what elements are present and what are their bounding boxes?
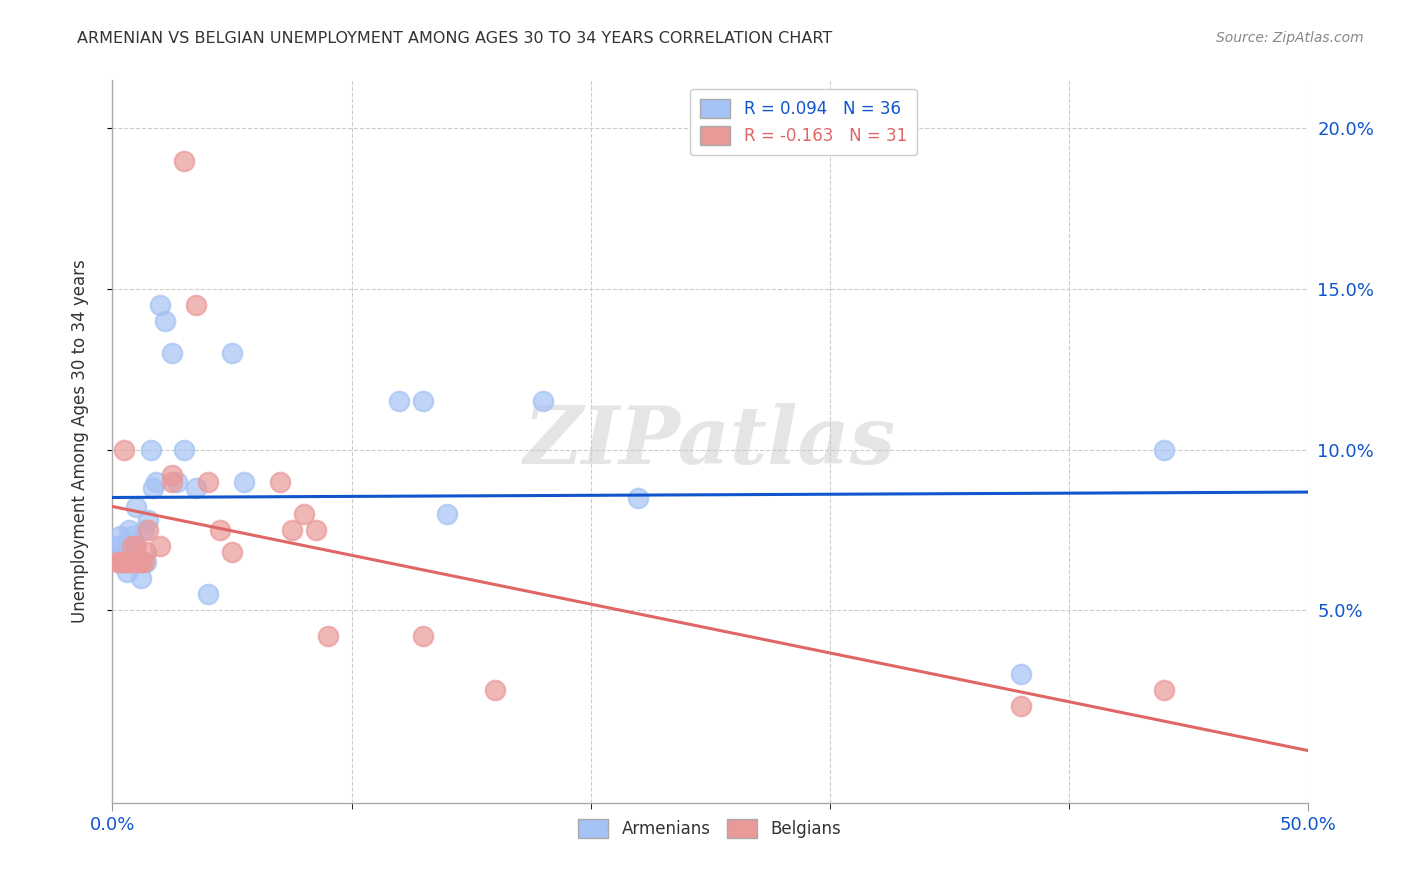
- Point: [412, 629, 434, 643]
- Point: [186, 298, 208, 312]
- Point: [125, 500, 148, 515]
- Point: [111, 539, 134, 553]
- Text: Source: ZipAtlas.com: Source: ZipAtlas.com: [1216, 31, 1364, 45]
- Point: [135, 545, 157, 559]
- Point: [108, 529, 131, 543]
- Point: [118, 523, 141, 537]
- Point: [1010, 699, 1032, 714]
- Point: [132, 555, 155, 569]
- Point: [139, 442, 162, 457]
- Point: [118, 555, 141, 569]
- Point: [233, 475, 256, 489]
- Point: [145, 475, 167, 489]
- Point: [173, 442, 195, 457]
- Point: [108, 555, 131, 569]
- Point: [111, 555, 134, 569]
- Point: [209, 523, 232, 537]
- Point: [135, 555, 157, 569]
- Point: [105, 539, 128, 553]
- Point: [128, 555, 150, 569]
- Point: [221, 545, 243, 559]
- Point: [114, 545, 135, 559]
- Point: [121, 529, 143, 543]
- Point: [388, 394, 411, 409]
- Point: [129, 555, 152, 569]
- Point: [115, 565, 138, 579]
- Point: [111, 555, 134, 569]
- Point: [118, 545, 141, 559]
- Point: [122, 555, 145, 569]
- Point: [162, 475, 183, 489]
- Point: [142, 481, 165, 495]
- Point: [138, 523, 160, 537]
- Point: [162, 346, 183, 360]
- Point: [138, 513, 160, 527]
- Point: [153, 314, 176, 328]
- Point: [128, 555, 150, 569]
- Point: [197, 475, 219, 489]
- Point: [129, 571, 152, 585]
- Point: [149, 298, 172, 312]
- Point: [281, 523, 304, 537]
- Point: [186, 481, 208, 495]
- Point: [305, 523, 328, 537]
- Point: [627, 491, 650, 505]
- Point: [436, 507, 458, 521]
- Text: ZIPatlas: ZIPatlas: [524, 403, 896, 480]
- Point: [115, 555, 138, 569]
- Point: [122, 539, 145, 553]
- Point: [316, 629, 339, 643]
- Point: [121, 539, 143, 553]
- Point: [132, 523, 155, 537]
- Point: [162, 468, 183, 483]
- Point: [197, 587, 219, 601]
- Point: [1010, 667, 1032, 681]
- Point: [115, 555, 138, 569]
- Point: [269, 475, 291, 489]
- Point: [125, 539, 148, 553]
- Legend: Armenians, Belgians: Armenians, Belgians: [572, 813, 848, 845]
- Point: [412, 394, 434, 409]
- Y-axis label: Unemployment Among Ages 30 to 34 years: Unemployment Among Ages 30 to 34 years: [70, 260, 89, 624]
- Point: [114, 442, 135, 457]
- Point: [292, 507, 315, 521]
- Point: [484, 683, 506, 698]
- Point: [166, 475, 188, 489]
- Text: ARMENIAN VS BELGIAN UNEMPLOYMENT AMONG AGES 30 TO 34 YEARS CORRELATION CHART: ARMENIAN VS BELGIAN UNEMPLOYMENT AMONG A…: [77, 31, 832, 46]
- Point: [149, 539, 172, 553]
- Point: [173, 153, 195, 168]
- Point: [531, 394, 554, 409]
- Point: [221, 346, 243, 360]
- Point: [1153, 683, 1175, 698]
- Point: [105, 555, 128, 569]
- Point: [1153, 442, 1175, 457]
